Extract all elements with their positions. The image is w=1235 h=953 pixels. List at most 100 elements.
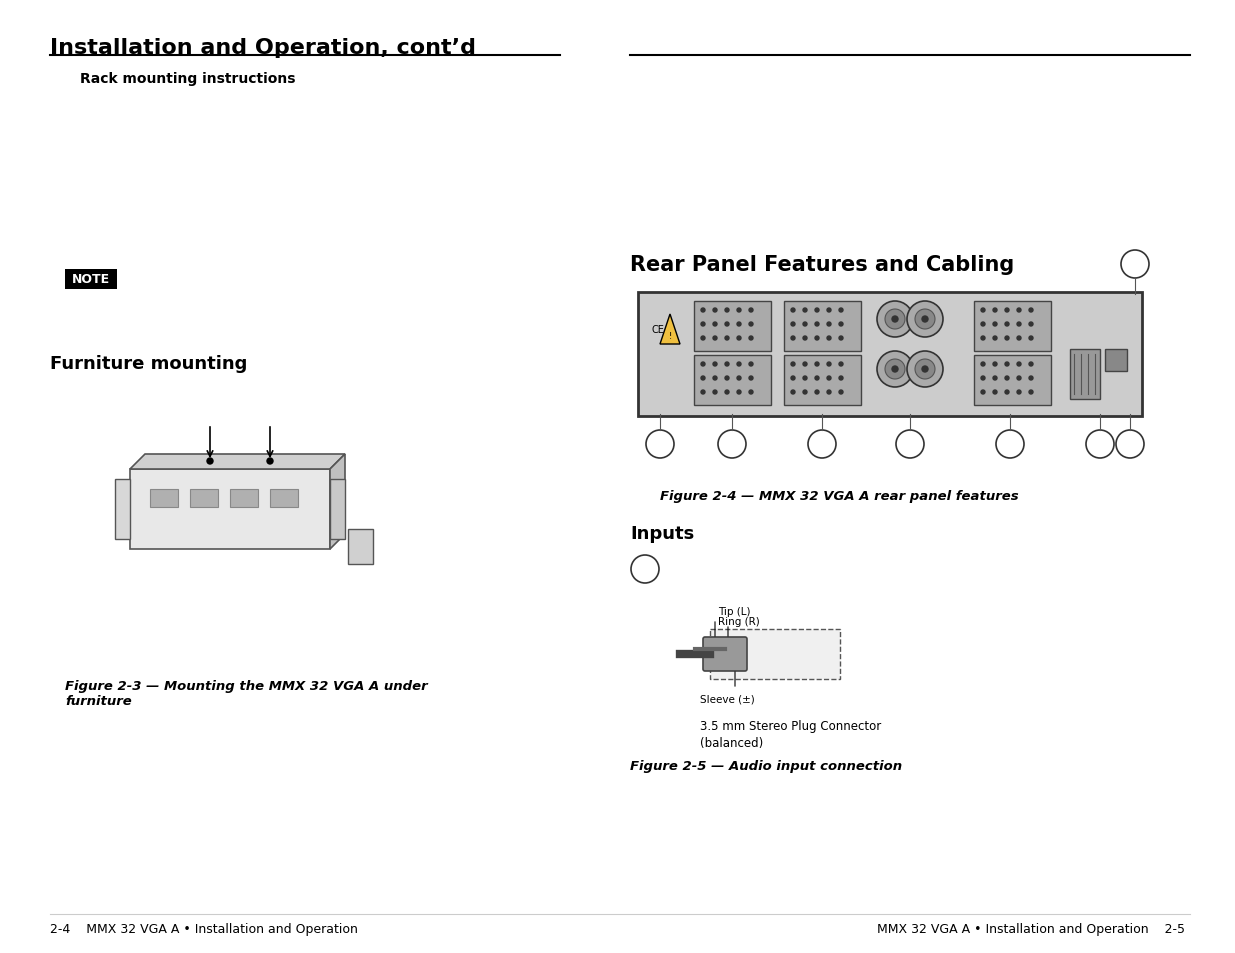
Text: MMX 32 VGA A • Installation and Operation    2-5: MMX 32 VGA A • Installation and Operatio… xyxy=(877,923,1186,936)
Text: Installation and Operation, cont’d: Installation and Operation, cont’d xyxy=(49,38,475,58)
Circle shape xyxy=(1086,431,1114,458)
FancyBboxPatch shape xyxy=(703,638,747,671)
FancyBboxPatch shape xyxy=(190,490,219,507)
Circle shape xyxy=(725,323,729,327)
Circle shape xyxy=(827,363,831,367)
Circle shape xyxy=(803,376,806,380)
Circle shape xyxy=(713,363,718,367)
Circle shape xyxy=(981,323,986,327)
Text: Rear Panel Features and Cabling: Rear Panel Features and Cabling xyxy=(630,254,1014,274)
Circle shape xyxy=(827,391,831,395)
Circle shape xyxy=(737,336,741,340)
Text: NOTE: NOTE xyxy=(72,274,110,286)
Circle shape xyxy=(815,336,819,340)
FancyBboxPatch shape xyxy=(974,355,1051,406)
Circle shape xyxy=(725,336,729,340)
FancyBboxPatch shape xyxy=(694,355,771,406)
Circle shape xyxy=(737,323,741,327)
Circle shape xyxy=(701,336,705,340)
Text: Furniture mounting: Furniture mounting xyxy=(49,355,247,373)
Circle shape xyxy=(827,323,831,327)
Circle shape xyxy=(748,309,753,313)
Text: Figure 2-4 — MMX 32 VGA A rear panel features: Figure 2-4 — MMX 32 VGA A rear panel fea… xyxy=(659,490,1019,502)
FancyBboxPatch shape xyxy=(784,355,861,406)
FancyBboxPatch shape xyxy=(638,293,1142,416)
Circle shape xyxy=(923,367,927,373)
Circle shape xyxy=(1029,391,1032,395)
Circle shape xyxy=(839,309,844,313)
Text: Rack mounting instructions: Rack mounting instructions xyxy=(80,71,295,86)
Circle shape xyxy=(1029,376,1032,380)
Circle shape xyxy=(748,391,753,395)
Circle shape xyxy=(995,431,1024,458)
Circle shape xyxy=(737,363,741,367)
Circle shape xyxy=(701,391,705,395)
Circle shape xyxy=(1029,309,1032,313)
Circle shape xyxy=(803,391,806,395)
Circle shape xyxy=(737,376,741,380)
FancyBboxPatch shape xyxy=(1105,350,1128,372)
Circle shape xyxy=(839,323,844,327)
Text: Tip (L): Tip (L) xyxy=(718,606,751,617)
Bar xyxy=(710,629,840,679)
Circle shape xyxy=(1016,376,1021,380)
Text: Ring (R): Ring (R) xyxy=(718,617,760,626)
Circle shape xyxy=(981,309,986,313)
Circle shape xyxy=(827,336,831,340)
FancyBboxPatch shape xyxy=(149,490,178,507)
Circle shape xyxy=(993,391,997,395)
Circle shape xyxy=(1016,336,1021,340)
Circle shape xyxy=(839,363,844,367)
Text: !: ! xyxy=(668,333,672,341)
Circle shape xyxy=(839,376,844,380)
Circle shape xyxy=(885,310,905,330)
Circle shape xyxy=(906,352,944,388)
Circle shape xyxy=(725,376,729,380)
Circle shape xyxy=(839,391,844,395)
FancyBboxPatch shape xyxy=(230,490,258,507)
Circle shape xyxy=(790,309,795,313)
Circle shape xyxy=(1005,363,1009,367)
Circle shape xyxy=(815,363,819,367)
Text: Sleeve (±): Sleeve (±) xyxy=(700,695,755,704)
Circle shape xyxy=(748,336,753,340)
Circle shape xyxy=(915,359,935,379)
Circle shape xyxy=(790,376,795,380)
Circle shape xyxy=(1005,336,1009,340)
FancyBboxPatch shape xyxy=(270,490,298,507)
Circle shape xyxy=(1016,391,1021,395)
Polygon shape xyxy=(130,455,345,470)
Circle shape xyxy=(725,391,729,395)
Circle shape xyxy=(827,309,831,313)
Circle shape xyxy=(815,309,819,313)
Circle shape xyxy=(713,309,718,313)
FancyBboxPatch shape xyxy=(115,479,130,539)
Circle shape xyxy=(897,431,924,458)
Circle shape xyxy=(267,458,273,464)
FancyBboxPatch shape xyxy=(1070,350,1100,399)
Circle shape xyxy=(993,309,997,313)
Text: Inputs: Inputs xyxy=(630,524,694,542)
Circle shape xyxy=(646,431,674,458)
FancyBboxPatch shape xyxy=(348,530,373,564)
Circle shape xyxy=(1029,336,1032,340)
Circle shape xyxy=(803,309,806,313)
Circle shape xyxy=(1016,309,1021,313)
Circle shape xyxy=(915,310,935,330)
Circle shape xyxy=(803,323,806,327)
Circle shape xyxy=(892,367,898,373)
Circle shape xyxy=(1016,323,1021,327)
Circle shape xyxy=(1016,363,1021,367)
Circle shape xyxy=(718,431,746,458)
Circle shape xyxy=(1029,363,1032,367)
Circle shape xyxy=(981,336,986,340)
Circle shape xyxy=(923,316,927,323)
Circle shape xyxy=(981,363,986,367)
Circle shape xyxy=(725,309,729,313)
Circle shape xyxy=(748,376,753,380)
Circle shape xyxy=(713,323,718,327)
Circle shape xyxy=(808,431,836,458)
Circle shape xyxy=(701,309,705,313)
Circle shape xyxy=(748,363,753,367)
Circle shape xyxy=(631,556,659,583)
